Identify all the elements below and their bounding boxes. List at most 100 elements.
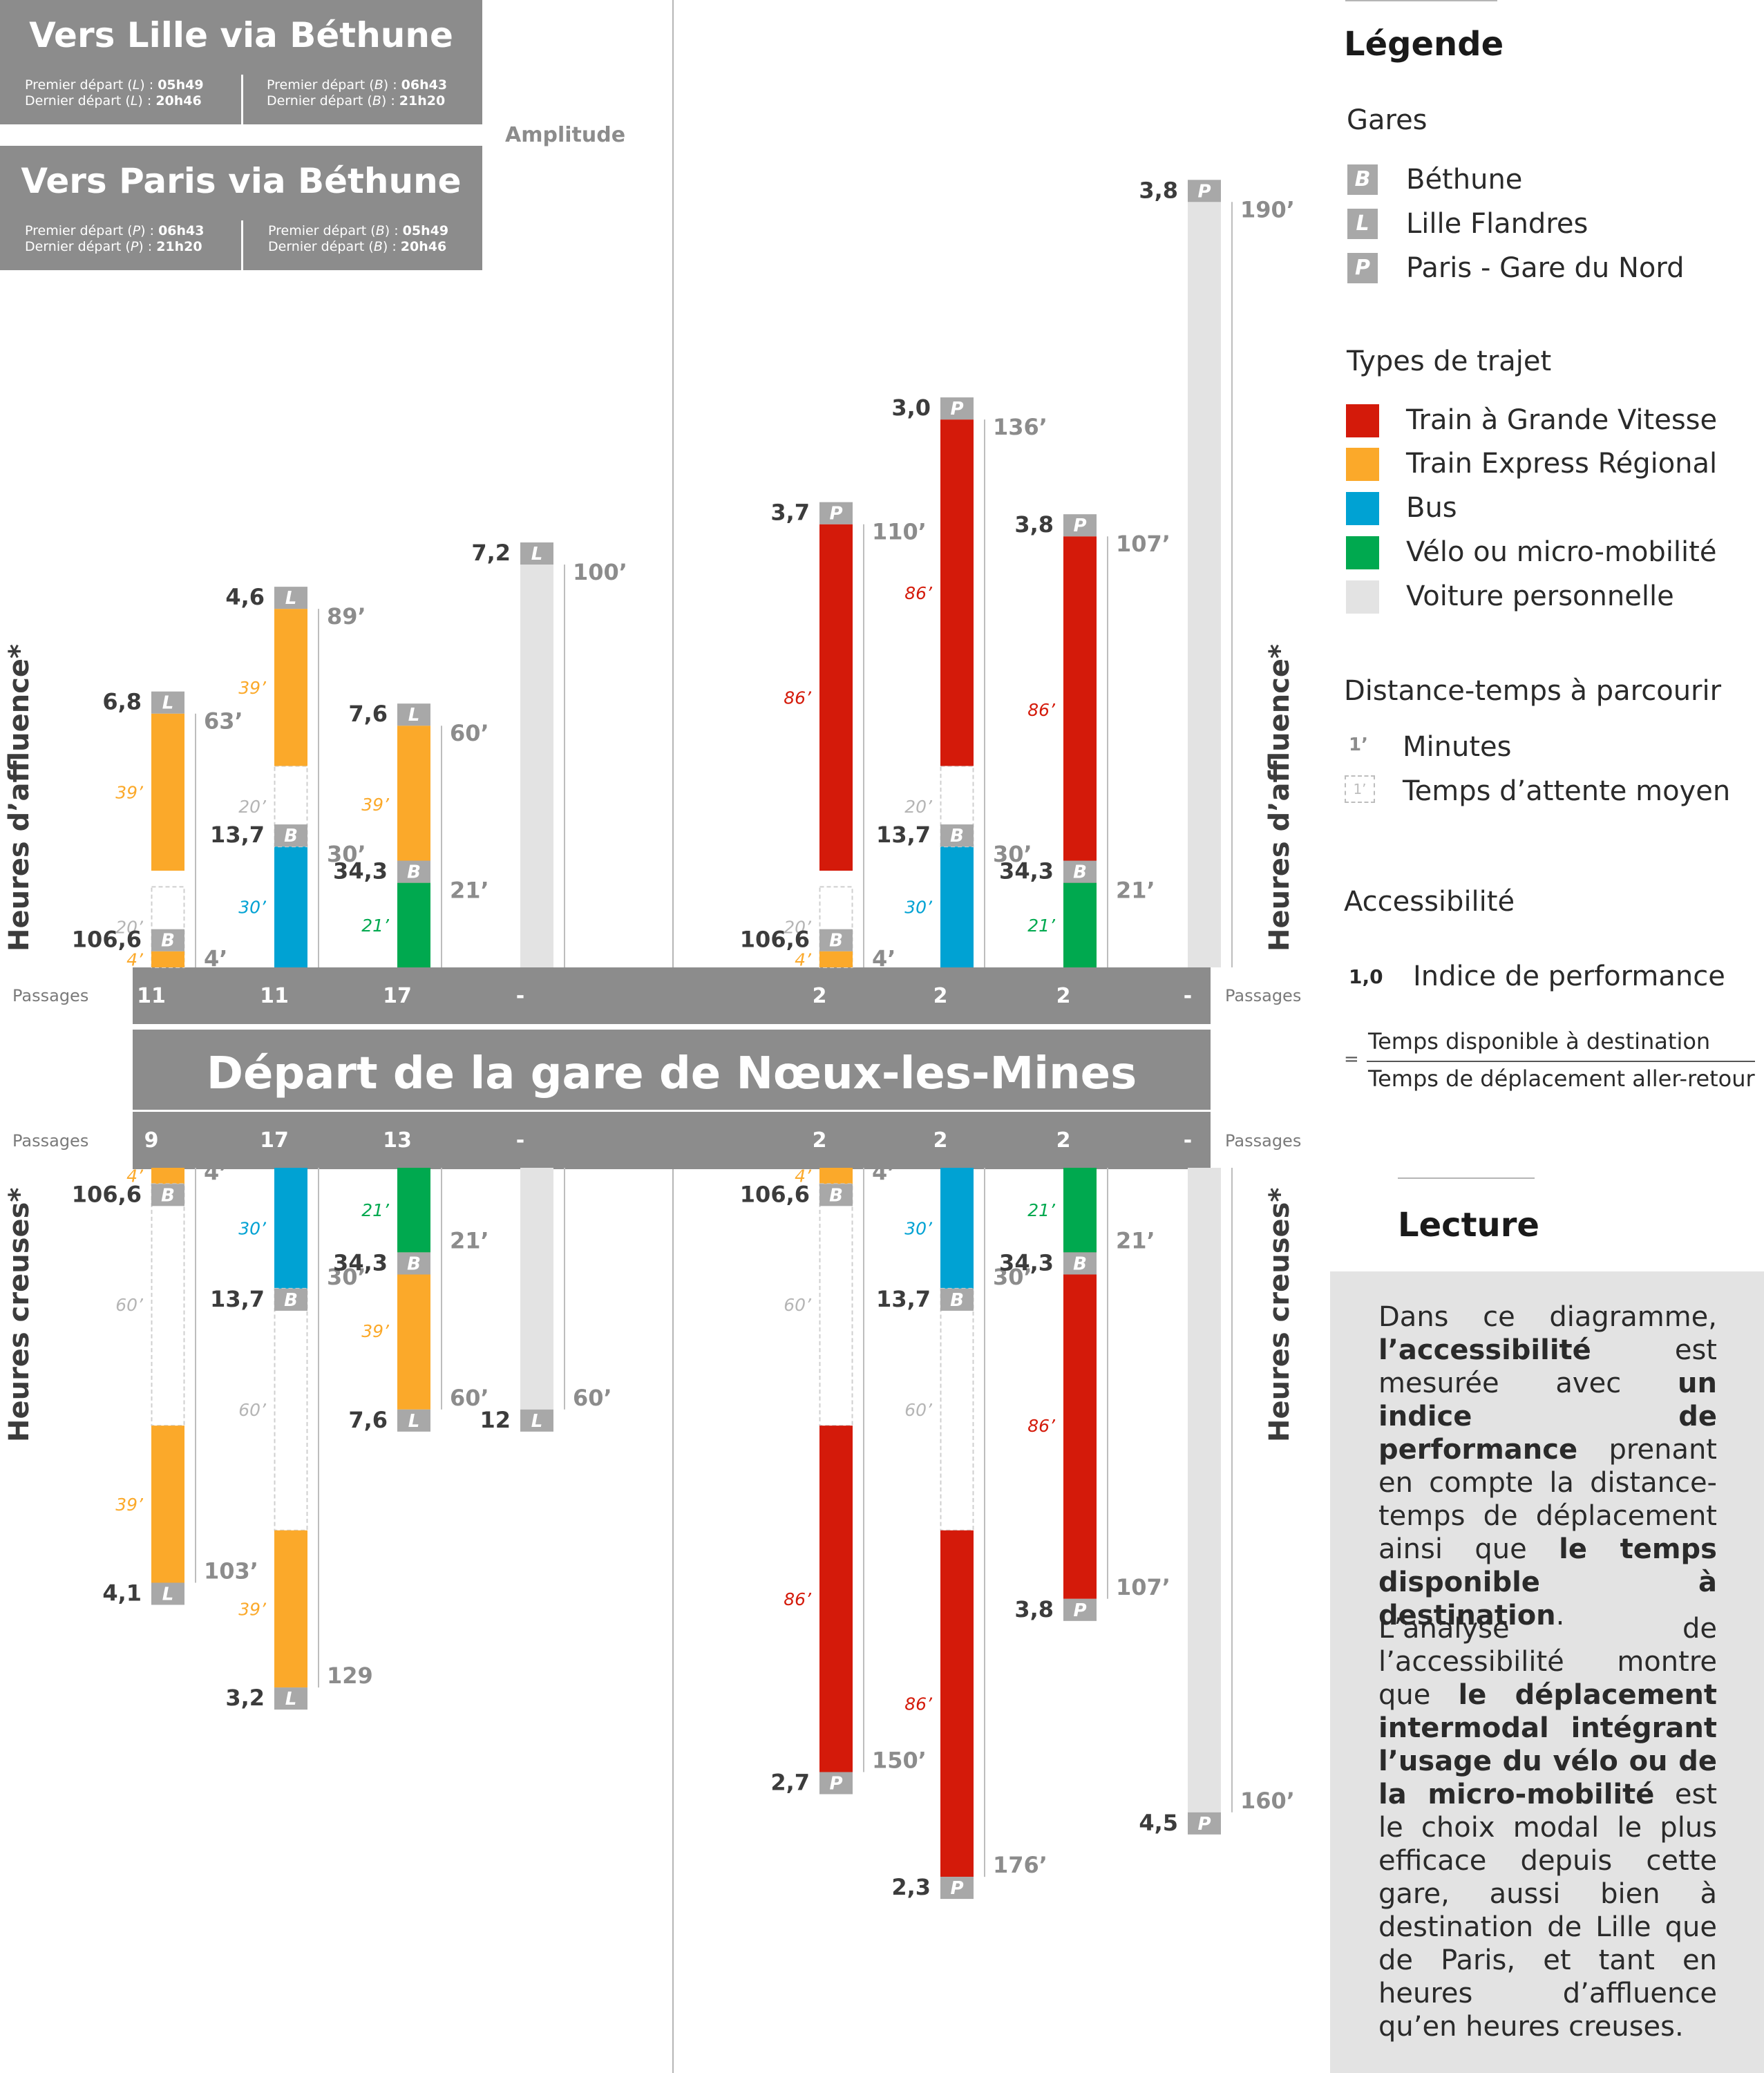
- performance-index: 34,3: [999, 1249, 1054, 1276]
- segment-duration-label: 21’: [361, 916, 390, 936]
- station-code: L: [285, 588, 297, 609]
- performance-index: 13,7: [876, 1286, 931, 1312]
- passages-count: 2: [933, 984, 948, 1008]
- segment-duration-label: 4’: [126, 949, 144, 969]
- total-time-label: 30’: [327, 841, 366, 867]
- minutes-sample: 1’: [1349, 735, 1368, 755]
- accessibility-diagram: 20’4’39’4’63’B106,6L6,830’20’39’30’89’B1…: [72, 177, 1295, 1900]
- passages-band-top: [133, 967, 1211, 1024]
- tgv-swatch: [1346, 404, 1379, 437]
- passages-count: 13: [383, 1128, 412, 1153]
- wait-segment: [819, 1183, 853, 1427]
- segment-duration-label: 21’: [1027, 1200, 1056, 1220]
- station-code: P: [829, 504, 842, 524]
- segment-duration-label: 39’: [361, 1321, 390, 1341]
- passages-count: -: [1183, 1128, 1193, 1153]
- performance-index: 13,7: [876, 822, 931, 848]
- legend-top-rule: [1345, 0, 1497, 1]
- performance-index: 3,8: [1139, 177, 1178, 203]
- header-paris-left-times: Premier départ (P) : 06h43 Dernier dépar…: [25, 223, 205, 254]
- formula-bar: [1367, 1061, 1755, 1062]
- passages-count: 17: [260, 1128, 289, 1153]
- segment-duration-label: 86’: [904, 583, 933, 603]
- station-p-icon: [1188, 1812, 1221, 1835]
- total-time-label: 4’: [204, 1159, 227, 1185]
- formula-numerator: Temps disponible à destination: [1368, 1028, 1711, 1054]
- lecture-rule: [1398, 1177, 1535, 1179]
- total-time-label: 129: [327, 1663, 373, 1689]
- total-time-label: 60’: [450, 720, 489, 746]
- passages-count: 9: [144, 1128, 159, 1153]
- header-separator: [241, 75, 243, 124]
- total-time-label: 63’: [204, 708, 243, 735]
- station-b-icon: B: [1347, 164, 1378, 195]
- total-time-label: 4’: [872, 1159, 895, 1185]
- station-code: L: [162, 693, 174, 714]
- passages-count: 2: [812, 984, 827, 1008]
- performance-index: 2,3: [891, 1874, 931, 1900]
- ter-segment: [151, 1168, 184, 1184]
- segment-duration-label: 30’: [238, 898, 267, 918]
- wait-segment: [940, 1287, 974, 1531]
- ter-segment: [151, 951, 184, 967]
- station-b-icon: [819, 1184, 853, 1206]
- tgv-segment: [940, 1530, 974, 1877]
- velo-segment: [397, 882, 430, 967]
- legend-minutes-label: Minutes: [1403, 731, 1512, 763]
- performance-index: 2,7: [770, 1770, 810, 1796]
- station-code: L: [531, 1411, 543, 1432]
- station-b-icon: [151, 1184, 184, 1206]
- station-code: B: [284, 1290, 298, 1311]
- voiture-segment: [520, 1168, 553, 1410]
- ter-segment: [151, 1426, 184, 1583]
- segment-duration-label: 86’: [1027, 700, 1056, 720]
- segment-duration-label: 4’: [126, 1166, 144, 1186]
- ter-segment: [819, 1168, 853, 1184]
- center-divider-top: [672, 0, 674, 967]
- voiture-segment: [1188, 202, 1221, 967]
- segment-duration-label: 30’: [238, 1218, 267, 1238]
- station-code: B: [284, 826, 298, 846]
- station-code: L: [408, 705, 420, 726]
- tgv-segment: [1063, 536, 1097, 883]
- passages-count: 2: [1056, 984, 1071, 1008]
- passages-count: 11: [137, 984, 166, 1008]
- passages-label-bottom-left: Passages: [12, 1131, 89, 1151]
- wait-sample: 1’: [1345, 775, 1375, 803]
- station-b-icon: [397, 860, 430, 883]
- station-p-icon: [940, 397, 974, 420]
- legend-type-label: Vélo ou micro-mobilité: [1406, 536, 1717, 568]
- station-p-icon: [940, 1877, 974, 1900]
- performance-index: 7,2: [471, 540, 511, 566]
- voiture-segment: [1188, 1168, 1221, 1812]
- index-sample: 1,0: [1349, 965, 1383, 988]
- station-code: B: [950, 1290, 964, 1311]
- wait-segment: [274, 1287, 308, 1531]
- performance-index: 3,8: [1014, 511, 1054, 538]
- center-title: Départ de la gare de Nœux-les-Mines: [133, 1030, 1211, 1118]
- segment-duration-label: 20’: [238, 797, 267, 817]
- velo-segment: [1063, 882, 1097, 967]
- total-time-label: 150’: [872, 1748, 927, 1774]
- legend-access-title: Accessibilité: [1344, 886, 1515, 918]
- total-time-label: 4’: [204, 946, 227, 972]
- segment-duration-label: 21’: [361, 1200, 390, 1220]
- segment-duration-label: 86’: [784, 688, 812, 708]
- station-l-icon: L: [1347, 209, 1378, 239]
- station-code: P: [1197, 1814, 1211, 1835]
- lecture-paragraph-2: L’analyse de l’accessibilité montre que …: [1378, 1613, 1717, 2043]
- segment-duration-label: 30’: [904, 1218, 933, 1238]
- station-code: B: [1073, 862, 1087, 883]
- performance-index: 34,3: [333, 858, 388, 884]
- station-p-icon: [819, 502, 853, 524]
- legend-gares-title: Gares: [1347, 104, 1428, 136]
- segment-duration-label: 39’: [238, 1599, 267, 1619]
- header-lille: Vers Lille via Béthune Premier départ (L…: [0, 0, 482, 124]
- station-code: B: [161, 931, 175, 952]
- bus-segment: [940, 846, 974, 967]
- lecture-paragraph-1: Dans ce diagramme, l’accessibilité est m…: [1378, 1301, 1717, 1631]
- velo-segment: [1063, 1168, 1097, 1253]
- total-time-label: 107’: [1116, 531, 1170, 557]
- passages-label-bottom-right: Passages: [1225, 1131, 1302, 1151]
- total-time-label: 21’: [450, 878, 489, 904]
